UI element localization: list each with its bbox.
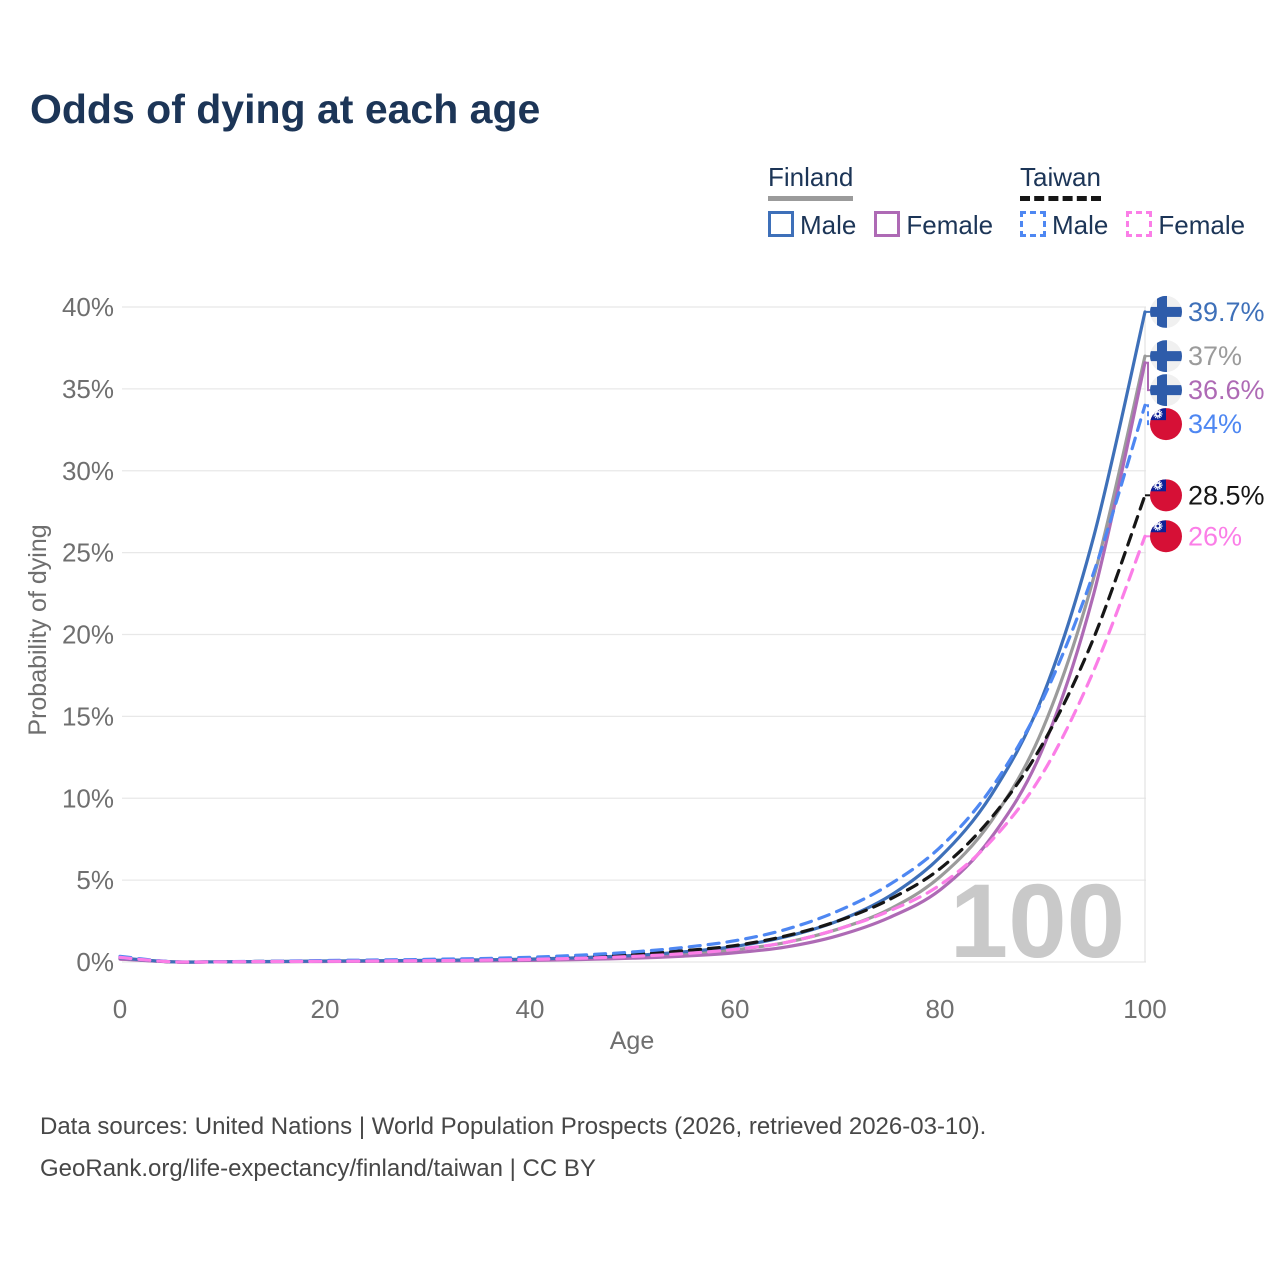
legend-label: Female (1158, 210, 1246, 240)
y-axis-tick-label: 40% (62, 292, 114, 322)
y-axis-tick-label: 25% (62, 538, 114, 568)
x-axis-tick-label: 80 (926, 994, 955, 1024)
end-value-label-taiwan-total[interactable]: 28.5% (1188, 480, 1265, 510)
end-label-connector (1145, 404, 1150, 426)
x-axis-tick-label: 40 (516, 994, 545, 1024)
legend-group-finland: Finland Male Female (768, 162, 1011, 241)
source-line-2[interactable]: GeoRank.org/life-expectancy/finland/taiw… (40, 1155, 596, 1182)
page-title: Odds of dying at each age (30, 86, 541, 132)
flag-finland-icon (1150, 295, 1182, 328)
flag-taiwan-icon (1150, 408, 1182, 441)
x-axis-tick-label: 0 (113, 994, 127, 1024)
flag-taiwan-icon (1150, 520, 1182, 553)
y-axis-tick-label: 20% (62, 620, 114, 650)
flag-taiwan-icon (1150, 479, 1182, 512)
series-line-taiwan-male[interactable] (118, 403, 1147, 964)
y-axis-tick-label: 10% (62, 783, 114, 813)
legend-header-taiwan[interactable]: Taiwan (1020, 162, 1101, 201)
y-axis-title: Probability of dying (24, 524, 52, 735)
end-value-label-finland-female[interactable]: 36.6% (1188, 375, 1265, 405)
x-axis-tick-label: 100 (1123, 994, 1166, 1024)
end-value-label-finland-total[interactable]: 37% (1188, 341, 1242, 371)
x-axis-tick-label: 60 (721, 994, 750, 1024)
end-value-label-taiwan-female[interactable]: 26% (1188, 521, 1242, 551)
y-axis-tick-label: 0% (76, 947, 114, 977)
legend-label: Male (1052, 210, 1109, 240)
end-value-label-finland-male[interactable]: 39.7% (1188, 297, 1265, 327)
finland-male-swatch-icon (768, 211, 794, 237)
taiwan-female-swatch-icon (1126, 211, 1153, 237)
flag-finland-icon (1150, 340, 1182, 373)
age-cursor-watermark: 100 (950, 863, 1125, 980)
finland-female-swatch-icon (874, 211, 901, 237)
y-axis-tick-label: 35% (62, 374, 114, 404)
x-axis-tick-label: 20 (311, 994, 340, 1024)
y-axis-tick-label: 30% (62, 456, 114, 486)
x-axis-title: Age (610, 1027, 654, 1055)
legend-item-finland-male[interactable]: Male (768, 210, 856, 241)
legend-item-taiwan-female[interactable]: Female (1126, 210, 1245, 241)
series-line-taiwan-female[interactable] (118, 534, 1147, 964)
legend-item-taiwan-male[interactable]: Male (1020, 210, 1108, 241)
legend-item-finland-female[interactable]: Female (874, 210, 993, 241)
y-axis-tick-label: 5% (76, 865, 114, 895)
source-line-1: Data sources: United Nations | World Pop… (40, 1113, 987, 1140)
data-source-note: Data sources: United Nations | World Pop… (40, 1106, 986, 1190)
end-label-connector (1145, 361, 1150, 392)
legend-header-finland[interactable]: Finland (768, 162, 854, 201)
legend-label: Male (800, 210, 857, 240)
taiwan-male-swatch-icon (1020, 211, 1046, 237)
legend-group-taiwan: Taiwan Male Female (1020, 162, 1263, 241)
end-value-label-taiwan-male[interactable]: 34% (1188, 409, 1242, 439)
flag-finland-icon (1150, 374, 1182, 407)
legend-label: Female (906, 210, 994, 240)
y-axis-tick-label: 15% (62, 701, 114, 731)
